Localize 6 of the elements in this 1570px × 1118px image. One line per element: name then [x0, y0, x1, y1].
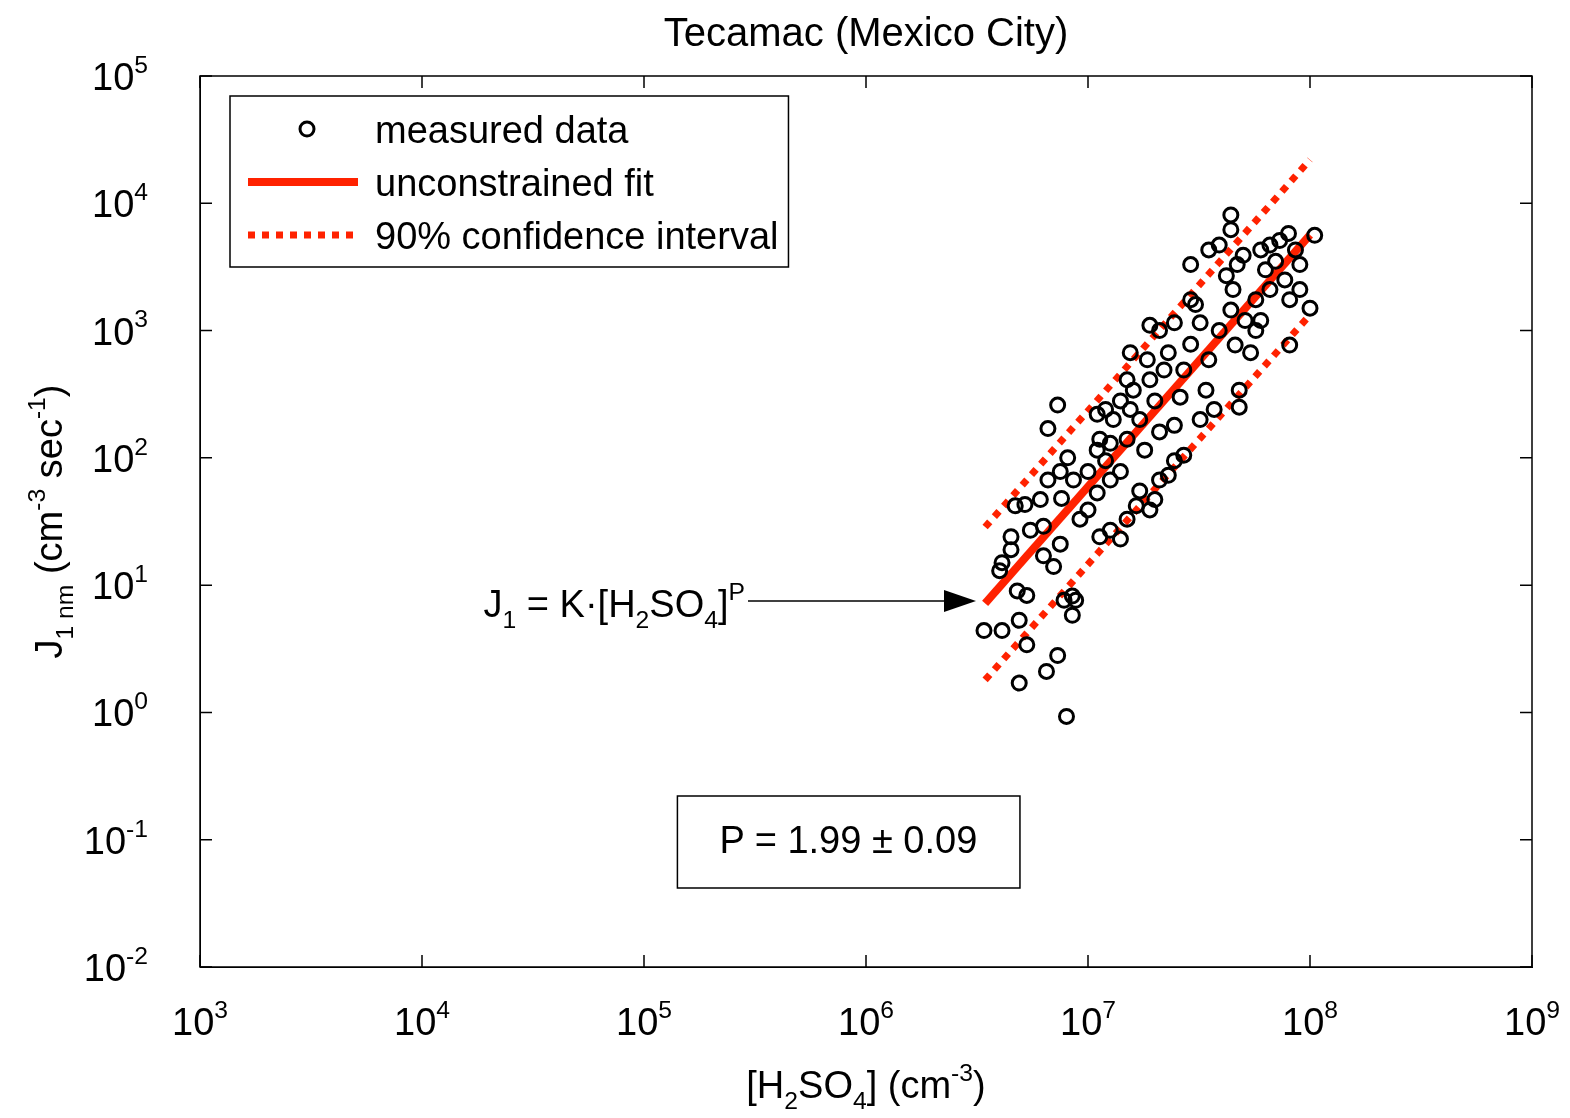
y-axis-title: J1 nm (cm-3 sec-1) — [22, 384, 79, 659]
annotation: P = 1.99 ± 0.09 — [719, 819, 978, 862]
chart-title: Tecamac (Mexico City) — [663, 10, 1069, 54]
legend-label: measured data — [375, 109, 630, 151]
legend-label: unconstrained fit — [375, 162, 655, 204]
legend-label: 90% confidence interval — [375, 215, 779, 257]
